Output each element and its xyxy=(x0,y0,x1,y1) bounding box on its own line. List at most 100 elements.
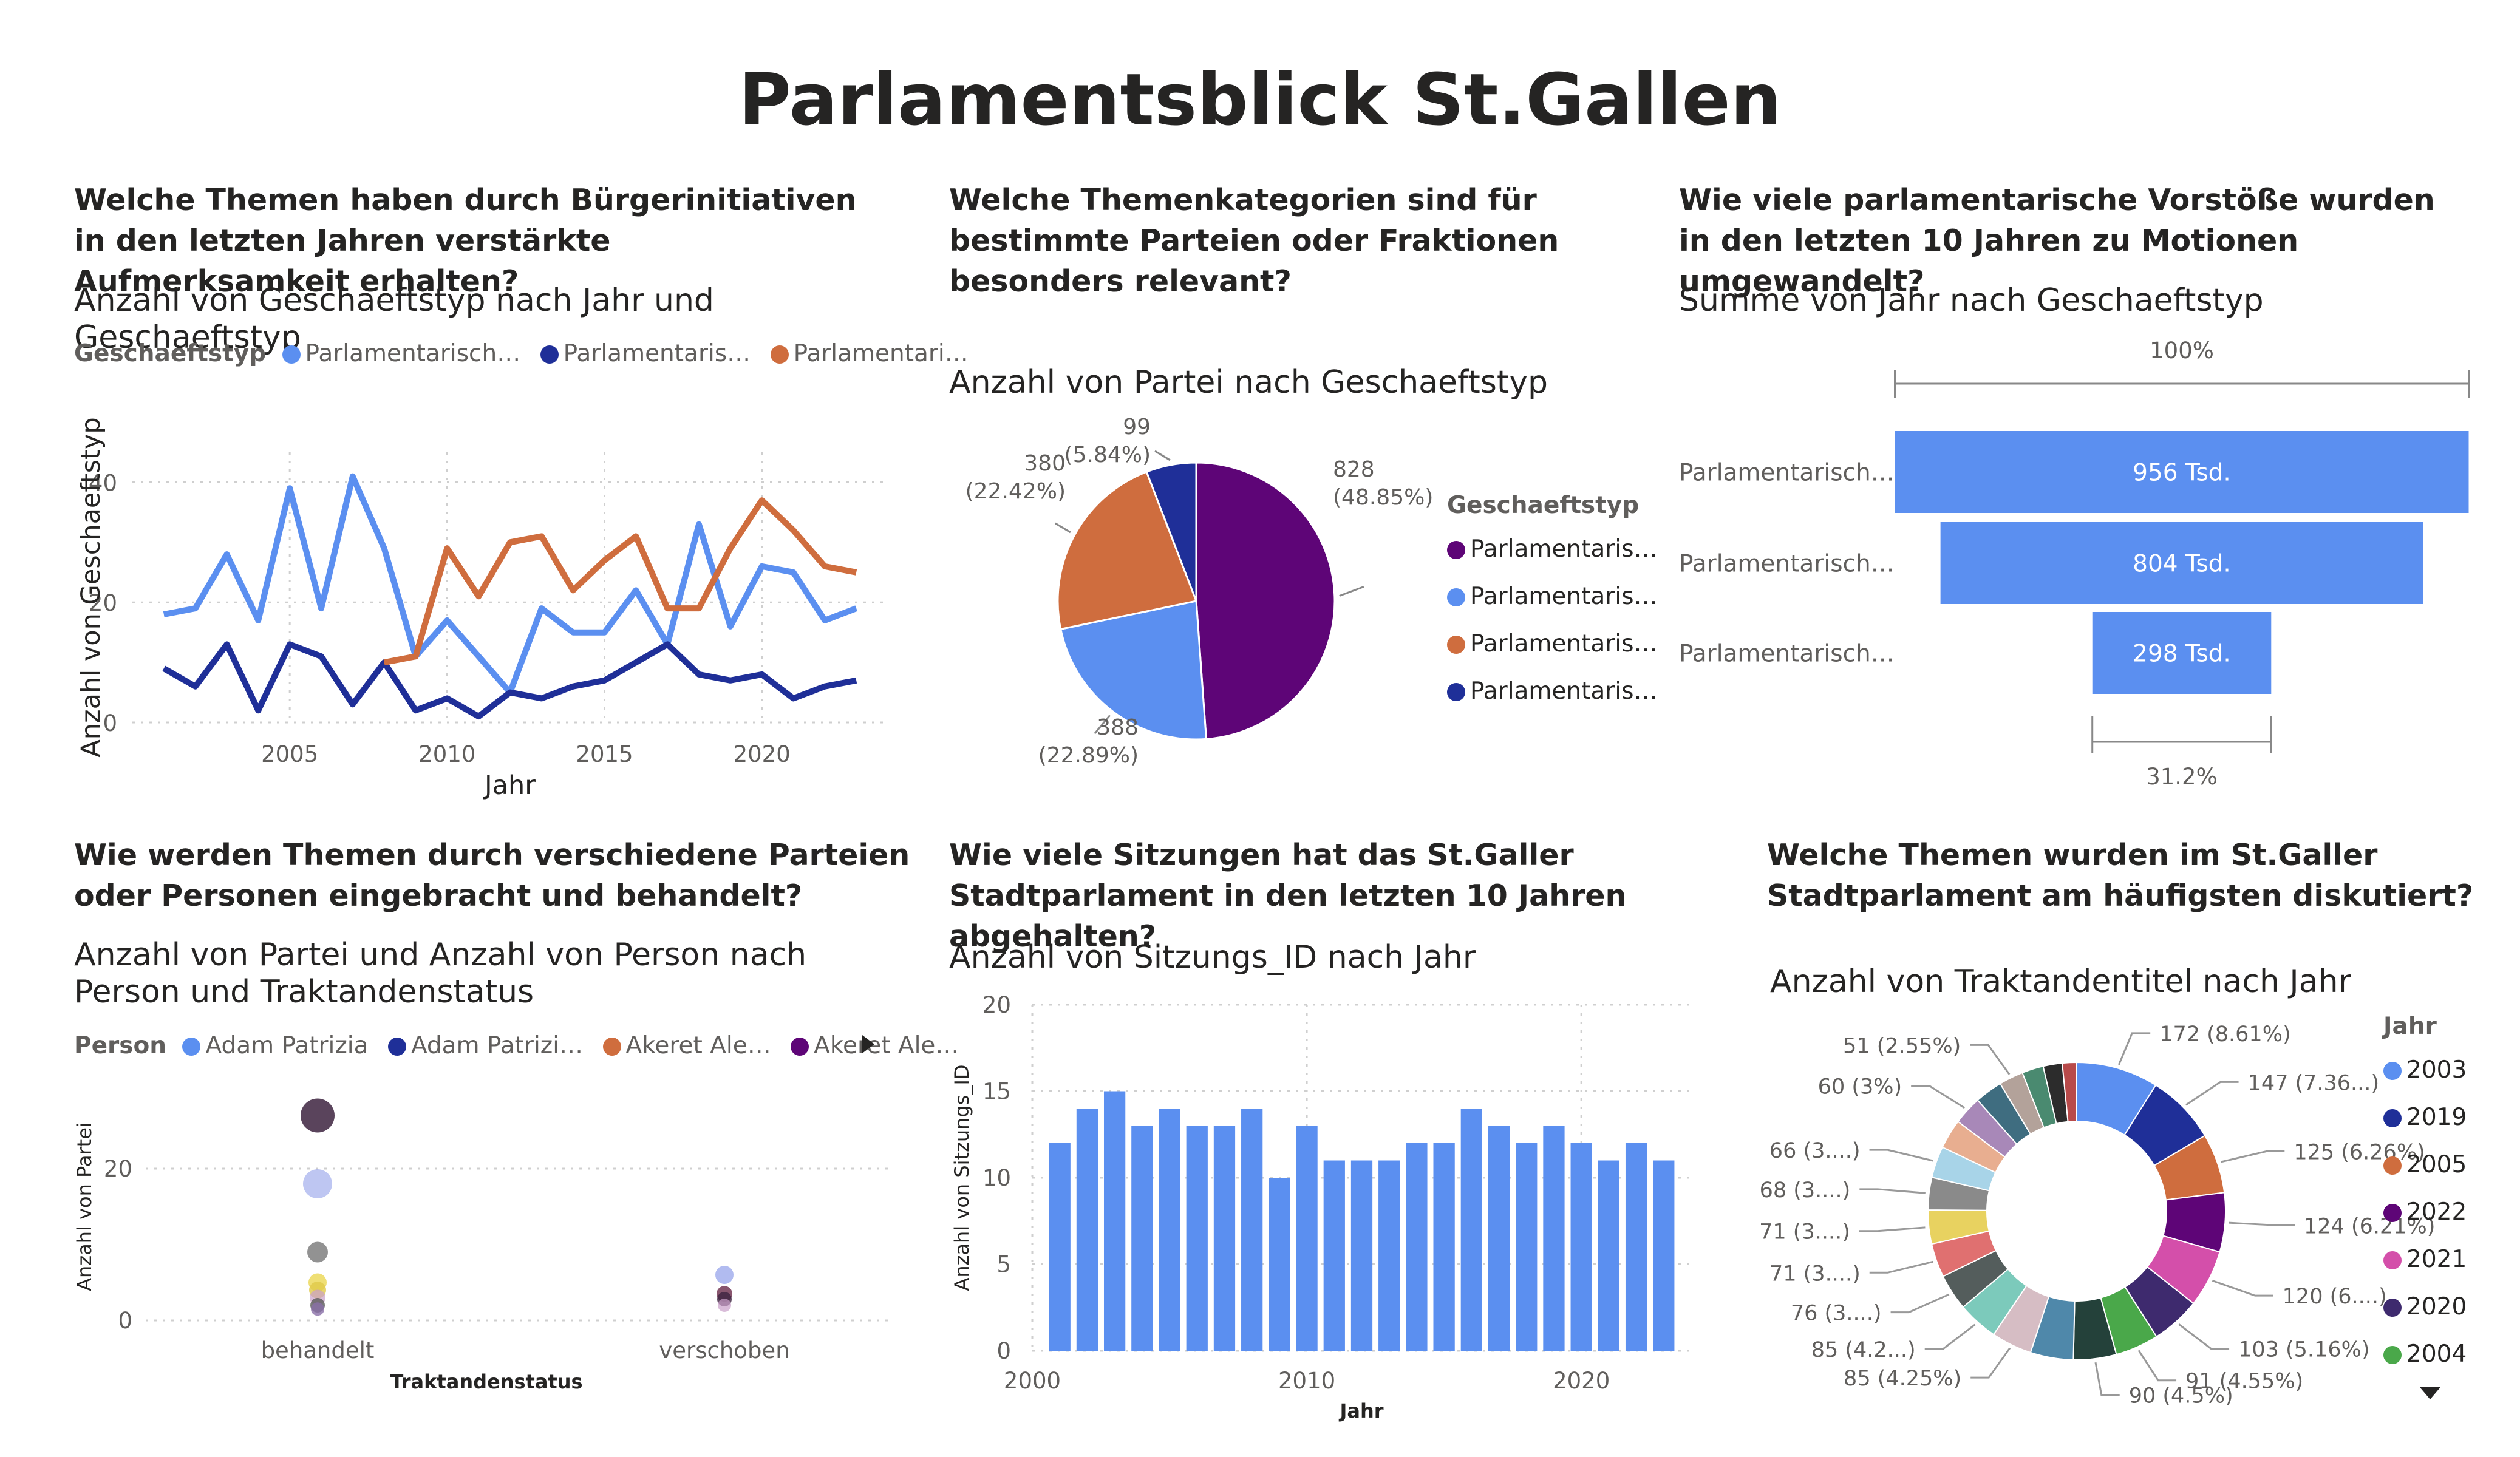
p6-subtitle: Anzahl von Traktandentitel nach Jahr xyxy=(1770,963,2351,1000)
p2-legend-item[interactable]: Parlamentaris… xyxy=(1447,668,1658,715)
p4-legend-item[interactable]: Adam Patrizi… xyxy=(387,1032,584,1059)
p5-subtitle: Anzahl von Sitzungs_ID nach Jahr xyxy=(949,939,1476,976)
leader-line xyxy=(1094,715,1111,735)
bar xyxy=(1406,1143,1428,1351)
bar xyxy=(1213,1126,1236,1351)
p2-legend-item[interactable]: Parlamentaris… xyxy=(1447,620,1658,668)
donut-slice xyxy=(1927,1209,1990,1245)
bar xyxy=(1570,1143,1592,1351)
scatter-point xyxy=(303,1169,332,1198)
x-tick-label: 2000 xyxy=(1004,1368,1061,1394)
p2-legend-label: Parlamentaris… xyxy=(1470,630,1658,657)
bar xyxy=(1049,1143,1071,1351)
x-axis-title: Jahr xyxy=(1338,1399,1383,1422)
scatter-point xyxy=(308,1273,327,1292)
p2-legend-title: Geschaeftstyp xyxy=(1447,492,1640,519)
data-label: 388 xyxy=(1097,715,1139,740)
bar xyxy=(1598,1160,1620,1351)
leader-line xyxy=(2221,1150,2285,1163)
leader-line xyxy=(1869,1149,1933,1162)
leader-line xyxy=(2178,1323,2230,1350)
p6-legend-label: 2004 xyxy=(2406,1340,2467,1368)
funnel-value-label: 298 Tsd. xyxy=(2133,640,2231,668)
p2-legend-dot xyxy=(1447,588,1465,606)
p6-legend: Jahr 2003 2019 2005 2022 2021 2020 2004 xyxy=(2383,1007,2467,1378)
y-axis-title: Anzahl von Geschaeftstyp xyxy=(76,417,106,757)
p4-legend-label: Adam Patrizi… xyxy=(410,1032,584,1059)
y-tick-label: 0 xyxy=(103,710,117,736)
donut-slice xyxy=(2100,1286,2157,1356)
leader-line xyxy=(2117,1032,2151,1065)
p6-legend-dot xyxy=(2383,1109,2402,1127)
bar xyxy=(1433,1143,1455,1351)
p6-legend-item[interactable]: 2021 xyxy=(2383,1236,2467,1283)
p2-legend-dot xyxy=(1447,541,1465,559)
donut-slice xyxy=(1992,1285,2050,1354)
scatter-point xyxy=(715,1266,734,1284)
y-axis-title: Anzahl von Sitzungs_ID xyxy=(950,1064,973,1291)
p1-legend-item[interactable]: Parlamentari… xyxy=(770,340,969,367)
p2-legend-label: Parlamentaris… xyxy=(1470,535,1658,563)
p2-legend-label: Parlamentaris… xyxy=(1470,583,1658,610)
data-label: 85 (4.2...) xyxy=(1811,1338,1916,1362)
donut-slice xyxy=(1931,1146,1997,1192)
scatter-point xyxy=(310,1289,325,1306)
y-tick-label: 5 xyxy=(996,1252,1011,1278)
donut-slice xyxy=(1956,1099,2018,1158)
p6-legend-item[interactable]: 2005 xyxy=(2383,1141,2467,1189)
funnel-category-label: Parlamentarisch… xyxy=(1679,551,1895,578)
funnel-bar xyxy=(2092,612,2272,694)
donut-slice xyxy=(2124,1266,2195,1338)
data-label: 66 (3....) xyxy=(1769,1139,1861,1163)
p4-legend-item[interactable]: Akeret Ale… xyxy=(602,1032,771,1059)
donut-slice xyxy=(1927,1177,1990,1211)
data-label: 90 (4.5%) xyxy=(2129,1384,2233,1408)
p4-question: Wie werden Themen durch verschiedene Par… xyxy=(74,838,910,913)
p6-legend-item[interactable]: 2022 xyxy=(2383,1189,2467,1236)
p4-legend-item[interactable]: Akeret Ale… xyxy=(791,1032,959,1059)
p2-legend-item[interactable]: Parlamentaris… xyxy=(1447,526,1658,573)
p4-legend-label: Adam Patrizia xyxy=(205,1032,369,1059)
leader-line xyxy=(1970,1347,2011,1379)
p1-legend-item[interactable]: Parlamentarisch… xyxy=(282,340,520,367)
p1-legend-title: Geschaeftstyp xyxy=(74,340,267,367)
leader-line xyxy=(1970,1044,2011,1075)
x-tick-label: behandelt xyxy=(261,1337,375,1364)
p6-legend-label: 2022 xyxy=(2406,1198,2467,1226)
p2-legend-item[interactable]: Parlamentaris… xyxy=(1447,573,1658,620)
p4-legend-label: Akeret Ale… xyxy=(814,1032,959,1059)
data-label: 76 (3....) xyxy=(1791,1302,1882,1326)
data-label: 147 (7.36...) xyxy=(2248,1071,2380,1095)
donut-slice xyxy=(1999,1072,2045,1135)
data-label: 60 (3%) xyxy=(1818,1075,1902,1099)
p6-question: Welche Themen wurden im St.Galler Stadtp… xyxy=(1767,838,2474,913)
funnel-bar xyxy=(1895,431,2469,513)
p1-legend-item[interactable]: Parlamentaris… xyxy=(540,340,751,367)
data-label: (5.84%) xyxy=(1064,443,1151,467)
p4-legend-label: Akeret Ale… xyxy=(625,1032,771,1059)
p6-legend-item[interactable]: 2020 xyxy=(2383,1283,2467,1331)
x-tick-label: 2020 xyxy=(734,741,791,767)
donut-slice xyxy=(2162,1192,2226,1253)
funnel-bar xyxy=(1940,522,2423,604)
bar xyxy=(1323,1160,1345,1351)
pie-slice xyxy=(1195,461,1336,741)
legend-scroll-down-icon xyxy=(2420,1387,2440,1399)
p2-legend-dot xyxy=(1447,683,1465,701)
p6-legend-item[interactable]: 2004 xyxy=(2383,1331,2467,1378)
p1-question: Welche Themen haben durch Bürgerinitiati… xyxy=(74,183,857,299)
y-tick-label: 15 xyxy=(982,1079,1011,1105)
p4-legend-title: Person xyxy=(74,1032,167,1059)
y-tick-label: 0 xyxy=(118,1308,132,1334)
p1-legend-label: Parlamentari… xyxy=(793,340,969,367)
data-label: (22.89%) xyxy=(1038,743,1139,768)
p1-legend: Geschaeftstyp Parlamentarisch… Parlament… xyxy=(74,340,981,367)
data-label: 99 xyxy=(1123,415,1151,440)
x-tick-label: 2020 xyxy=(1553,1368,1610,1394)
p6-legend-item[interactable]: 2003 xyxy=(2383,1047,2467,1094)
y-axis-title: Anzahl von Partei xyxy=(73,1122,96,1291)
p6-legend-item[interactable]: 2019 xyxy=(2383,1094,2467,1141)
donut-slice xyxy=(2072,1297,2117,1360)
p4-legend-item[interactable]: Adam Patrizia xyxy=(182,1032,369,1059)
pie-slice xyxy=(1145,461,1197,602)
